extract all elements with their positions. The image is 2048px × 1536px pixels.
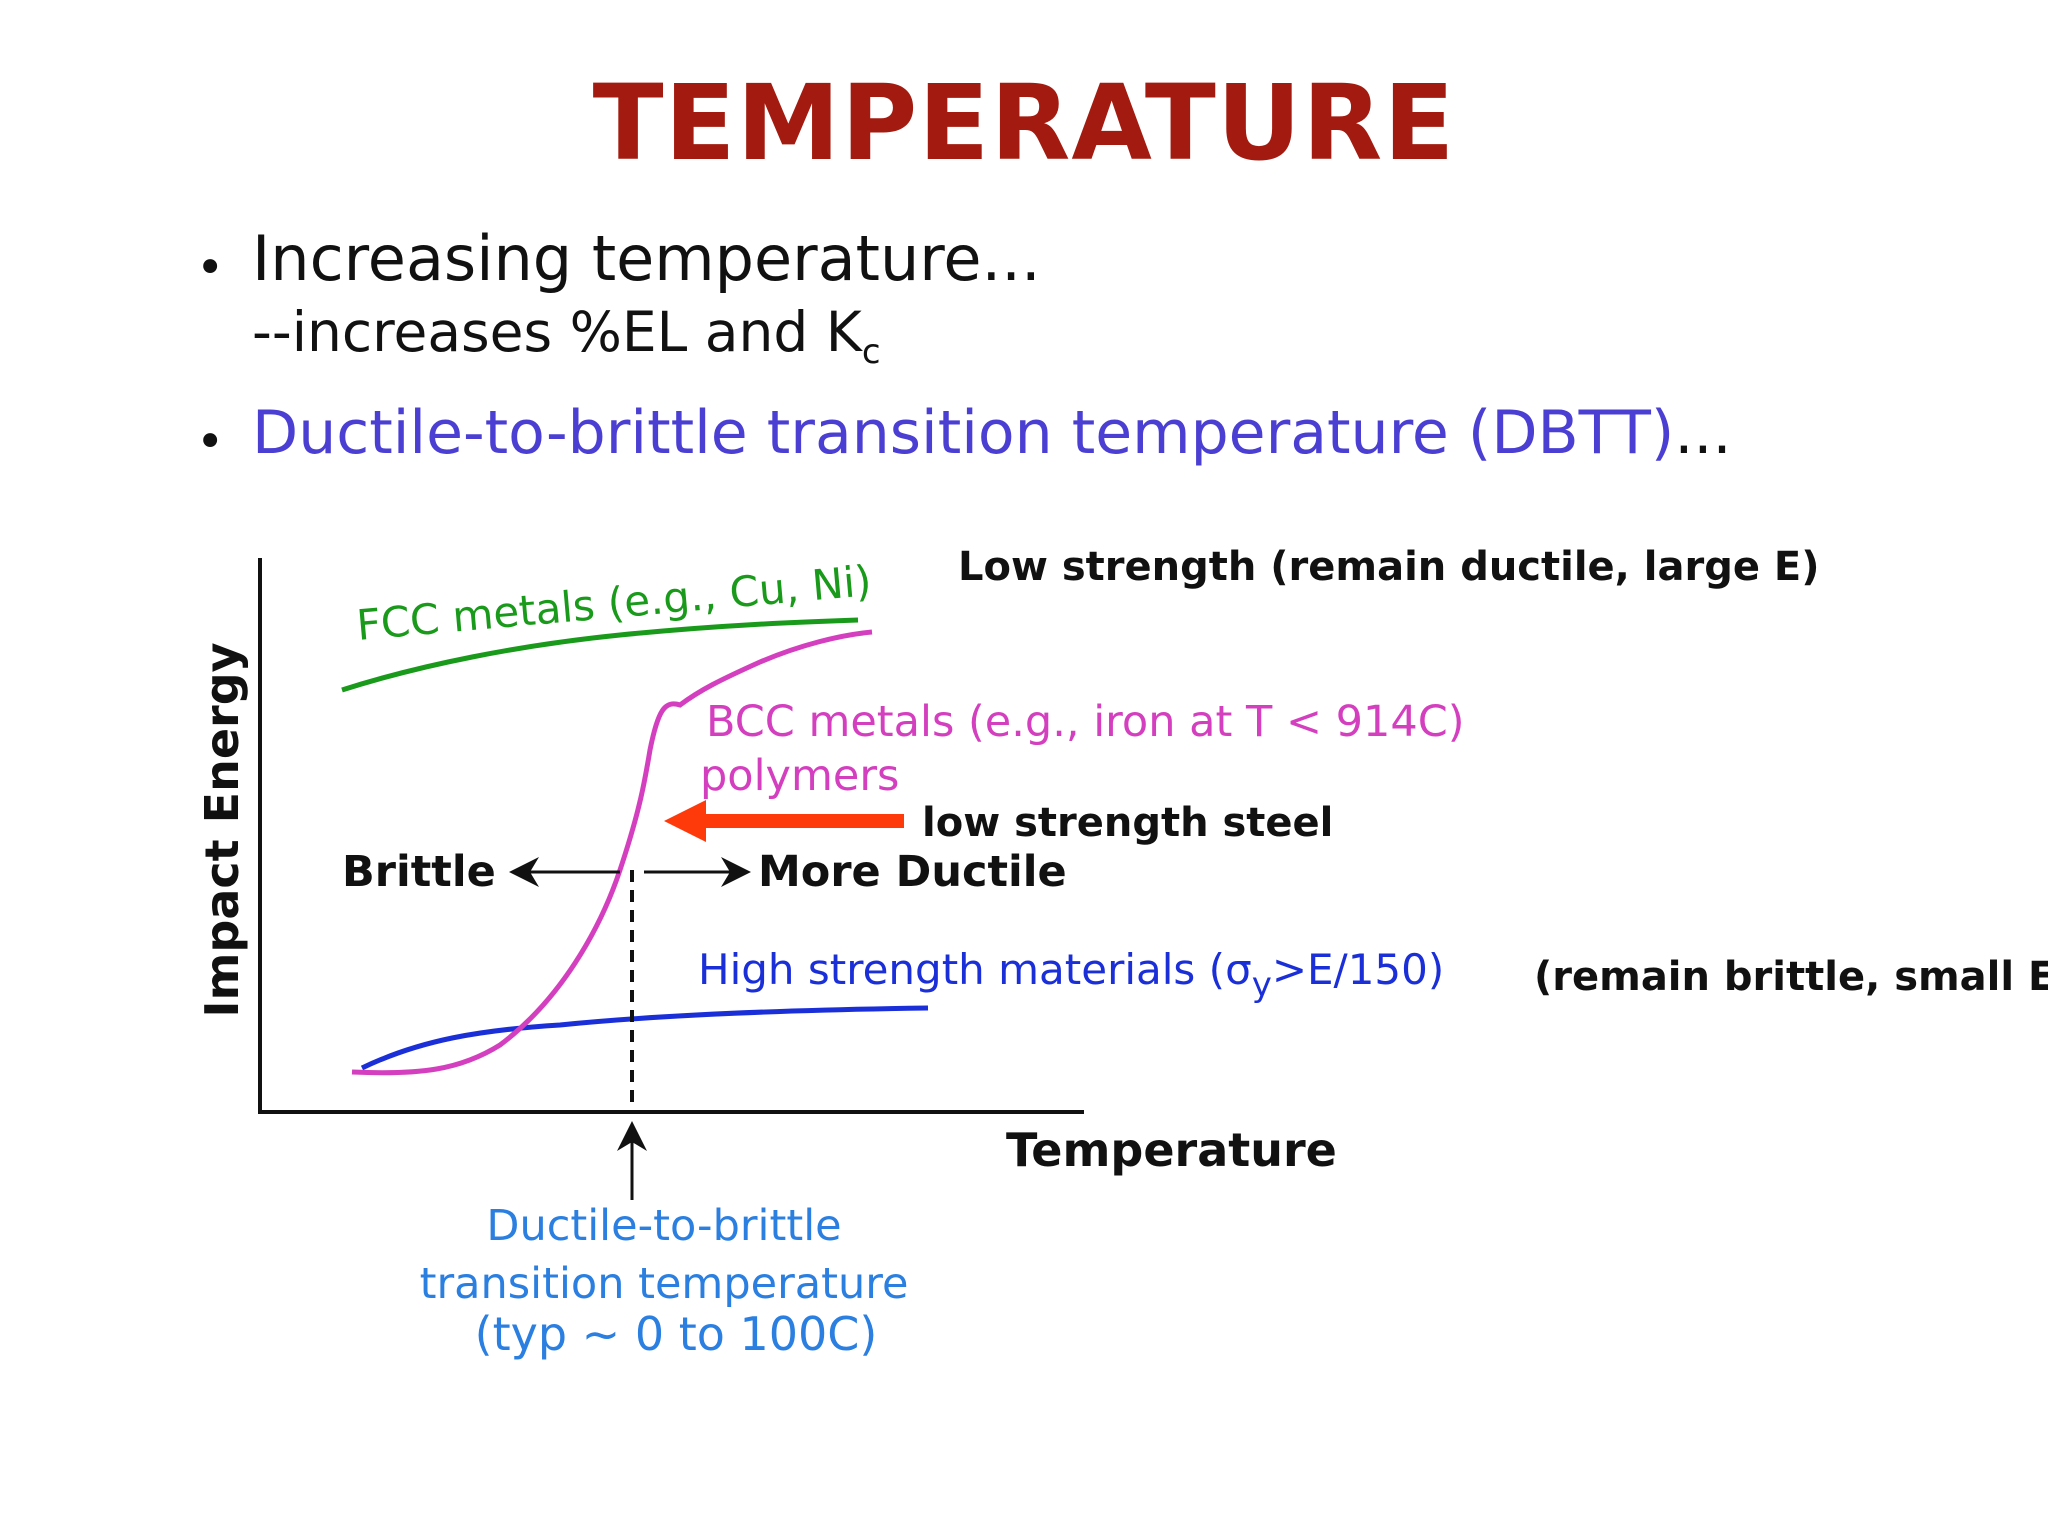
steel-arrow-shaft: [700, 814, 904, 828]
steel-arrow-head: [664, 800, 706, 842]
fcc-curve: [341, 617, 859, 693]
high-strength-curve: [360, 1005, 929, 1071]
bullet-dbtt-text: Ductile-to-brittle transition temperatur…: [252, 398, 1675, 468]
slide-title: TEMPERATURE: [592, 62, 1456, 184]
high-strength-label: High strength materials (σy>E/150): [698, 945, 1444, 1005]
bullet-marker: •: [196, 240, 225, 296]
bcc-label-line2: polymers: [700, 751, 899, 801]
bullet-dbtt: Ductile-to-brittle transition temperatur…: [252, 398, 1732, 468]
bullet-increasing-temperature: Increasing temperature...: [252, 222, 1041, 295]
high-strength-note: (remain brittle, small E ): [1534, 954, 2048, 1000]
detail-text: --increases %EL and K: [252, 300, 862, 364]
sigma-subscript: y: [1252, 965, 1272, 1005]
sigma-symbol: σ: [1225, 945, 1252, 994]
bcc-curve: [351, 629, 873, 1076]
y-axis-label: Impact Energy: [195, 642, 249, 1017]
bullet-increasing-temperature-detail: --increases %EL and Kc: [252, 300, 881, 372]
bcc-label-line1: BCC metals (e.g., iron at T < 914C): [706, 697, 1465, 747]
steel-note: low strength steel: [922, 800, 1333, 846]
x-axis-label: Temperature: [1006, 1123, 1337, 1177]
bullet-marker: •: [196, 414, 225, 470]
kc-subscript: c: [861, 332, 881, 372]
more-ductile-label: More Ductile: [758, 847, 1067, 897]
bullet-dbtt-ellipsis: ...: [1674, 398, 1732, 468]
brittle-label: Brittle: [342, 847, 496, 897]
dbtt-caption-line2: transition temperature: [420, 1259, 909, 1309]
dbtt-caption-line1: Ductile-to-brittle: [486, 1201, 841, 1251]
high-strength-suffix: >E/150): [1272, 945, 1444, 994]
high-strength-prefix: High strength materials (: [698, 945, 1225, 994]
dbtt-caption-line3: (typ ~ 0 to 100C): [475, 1307, 878, 1361]
fcc-note: Low strength (remain ductile, large E): [958, 544, 1820, 590]
